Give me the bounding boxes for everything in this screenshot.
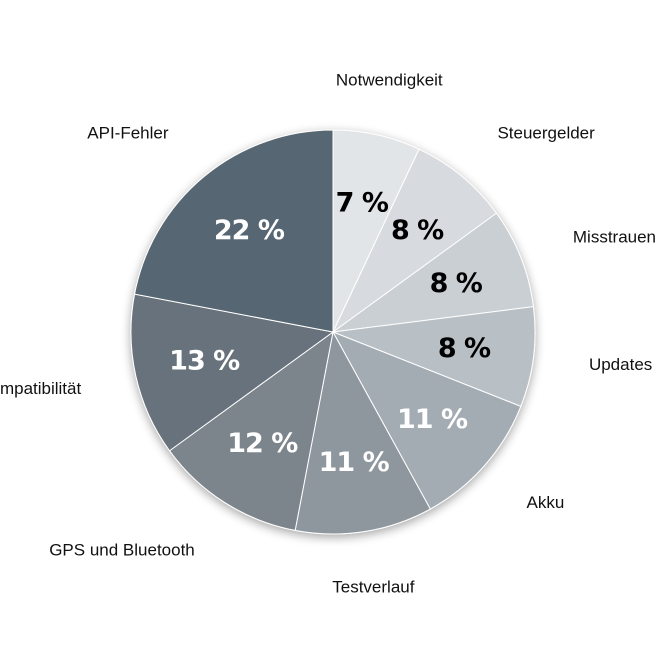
slice-category-label: Kompatibilität [0,379,81,398]
data-labels: 7 %8 %8 %8 %11 %11 %12 %13 %22 % [169,188,492,478]
slice-category-label: Steuergelder [497,124,595,143]
slice-value-label: 12 % [227,428,298,459]
pie-slices [130,129,536,535]
slice-category-label: Updates [589,355,652,374]
pie-slice [331,331,522,510]
slice-category-label: Notwendigkeit [336,71,443,90]
slice-value-label: 11 % [319,447,390,478]
slice-value-label: 8 % [430,268,483,299]
slice-category-label: Akku [527,493,565,512]
slice-category-label: Misstrauen [573,228,656,247]
slice-value-label: 11 % [397,404,468,435]
pie-slice [332,148,498,333]
slice-value-label: 13 % [169,345,240,376]
pie-slice [332,212,534,333]
slice-category-label: API-Fehler [87,124,169,143]
pie-slice [130,293,335,452]
pie-slice [168,330,334,532]
slice-category-label: GPS und Bluetooth [49,540,195,559]
slice-category-label: Testverlauf [332,577,414,596]
pie-slice [133,129,334,333]
slice-value-label: 8 % [438,333,491,364]
slice-value-label: 8 % [391,215,444,246]
pie-slice [332,306,536,408]
slice-value-label: 7 % [336,188,389,219]
slice-value-label: 22 % [214,215,285,246]
category-labels: Notwendigkeit Steuergelder Misstrauen Updat… [0,71,656,597]
pie-slice [294,330,431,535]
